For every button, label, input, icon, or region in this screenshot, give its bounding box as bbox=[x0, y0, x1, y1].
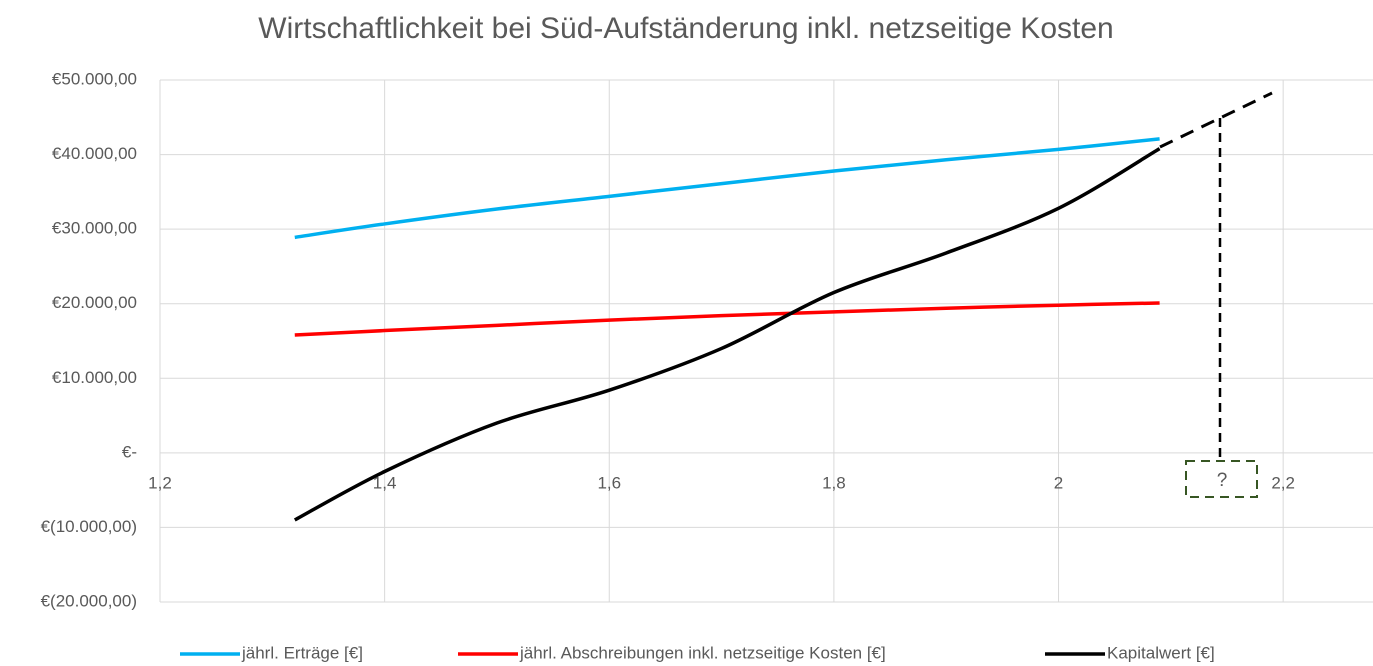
y-tick-label: €20.000,00 bbox=[52, 293, 137, 312]
x-tick-label: 1,4 bbox=[373, 473, 397, 492]
y-tick-label: €30.000,00 bbox=[52, 219, 137, 238]
extension-line bbox=[1159, 91, 1273, 149]
y-tick-label: €(20.000,00) bbox=[41, 591, 137, 610]
y-tick-label: €40.000,00 bbox=[52, 144, 137, 163]
x-tick-label: 1,8 bbox=[822, 473, 846, 492]
x-tick-label: 2,2 bbox=[1271, 473, 1295, 492]
x-tick-label: 2 bbox=[1054, 473, 1063, 492]
question-box bbox=[1185, 460, 1258, 498]
x-tick-label: 1,2 bbox=[148, 473, 172, 492]
y-tick-label: €- bbox=[122, 442, 137, 461]
y-tick-label: €(10.000,00) bbox=[41, 517, 137, 536]
annotation-label: ? bbox=[1217, 470, 1228, 491]
annotation bbox=[1159, 91, 1273, 498]
y-tick-label: €50.000,00 bbox=[52, 69, 137, 88]
legend-label: jährl. Erträge [€] bbox=[241, 643, 363, 662]
legend-label: jährl. Abschreibungen inkl. netzseitige … bbox=[519, 643, 886, 662]
y-tick-label: €10.000,00 bbox=[52, 368, 137, 387]
x-tick-label: 1,6 bbox=[597, 473, 621, 492]
series-line bbox=[294, 301, 1160, 337]
grid bbox=[159, 79, 1373, 603]
chart-title: Wirtschaftlichkeit bei Süd-Aufständerung… bbox=[258, 12, 1113, 45]
legend-label: Kapitalwert [€] bbox=[1107, 643, 1215, 662]
series-line bbox=[293, 147, 1161, 522]
series-line bbox=[294, 137, 1160, 240]
